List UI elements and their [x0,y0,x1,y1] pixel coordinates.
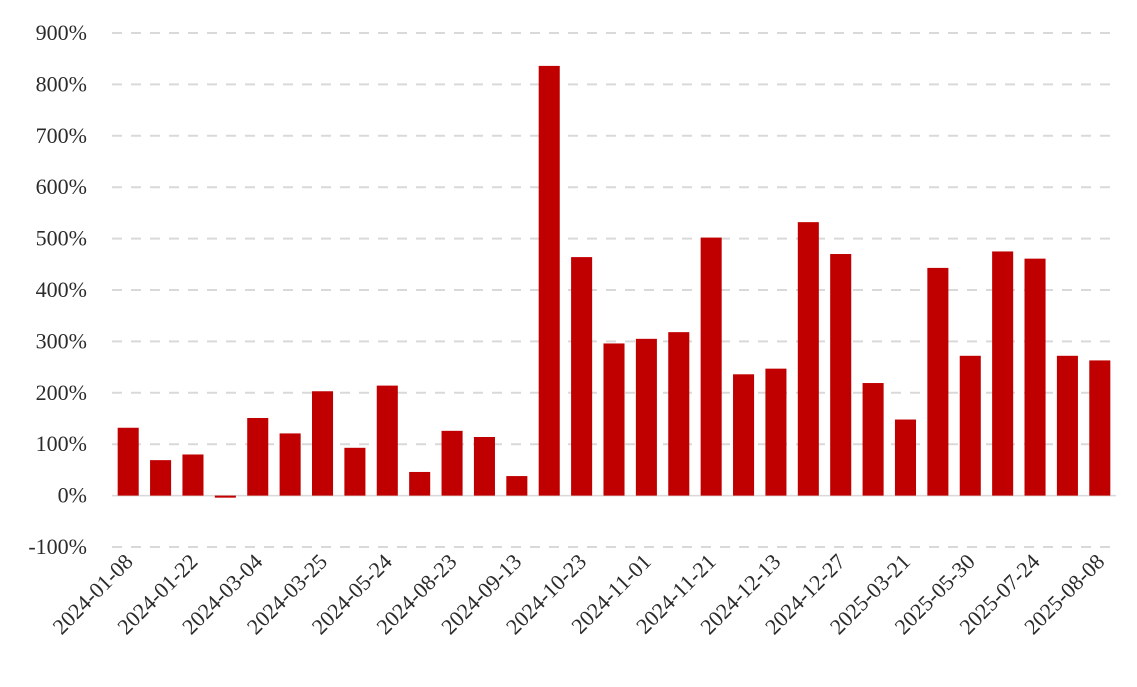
bar [603,343,625,496]
y-tick-label: 500% [36,226,87,251]
bar [862,383,884,496]
bar [279,433,301,496]
bar [1024,258,1046,496]
bar [214,495,236,498]
bar [992,251,1014,496]
bar [473,437,495,496]
bar [311,391,334,496]
y-tick-label: 0% [58,483,87,508]
bar [959,355,981,496]
bar [117,427,139,496]
bar [830,254,852,496]
bar [668,332,690,496]
y-tick-label: 100% [36,431,87,456]
y-tick-label: 700% [36,123,87,148]
bar [182,454,204,496]
y-tick-label: 200% [36,380,87,405]
bar [894,419,917,496]
bar [927,267,949,496]
bar [376,385,398,496]
bar [441,430,463,496]
x-axis-tick-labels: 2024-01-082024-01-222024-03-042024-03-25… [47,549,1109,639]
bar [247,417,269,496]
y-tick-label: -100% [28,534,87,559]
y-axis-tick-labels: -100% 0% 100% 200% 300% 400% 500% 600% 700% 800% 9… [28,20,87,559]
bar [538,65,560,496]
bar [765,368,787,496]
y-tick-label: 800% [36,71,87,96]
bar [733,374,755,496]
bar [1056,355,1078,496]
bars [117,65,1111,498]
bar [571,257,593,496]
bar [797,222,819,496]
gridlines [112,32,1116,548]
y-tick-label: 600% [36,174,87,199]
bar [506,476,528,496]
bar [150,460,172,496]
bar [700,237,722,496]
y-tick-label: 400% [36,277,87,302]
y-tick-label: 900% [36,20,87,45]
bar [344,447,366,496]
bar [1089,360,1111,496]
bar [409,471,431,496]
bar [635,338,657,496]
y-tick-label: 300% [36,328,87,353]
